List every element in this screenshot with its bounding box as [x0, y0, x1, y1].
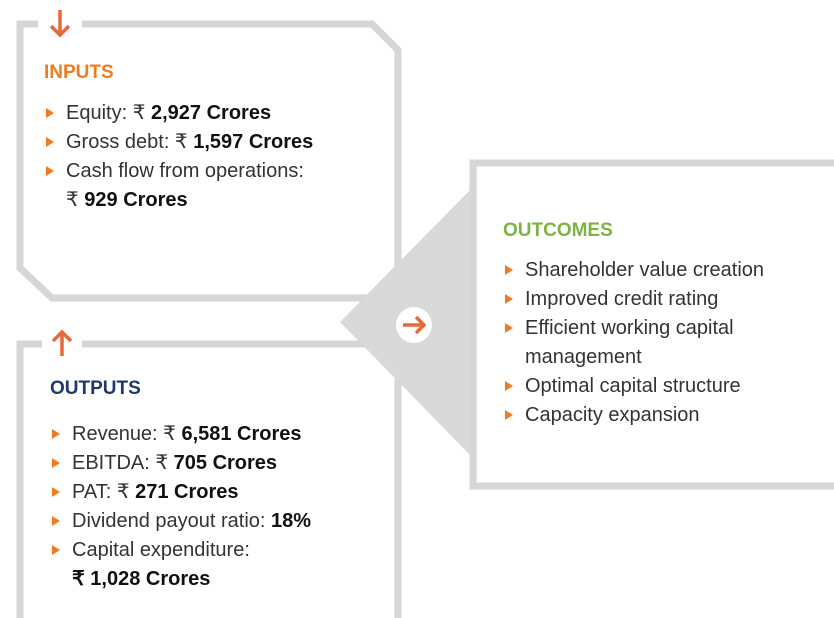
item-text: Cash flow from operations: ₹	[66, 160, 304, 211]
list-item: Improved credit rating	[503, 285, 803, 314]
item-text: Gross debt: ₹	[66, 131, 194, 153]
inputs-title: INPUTS	[44, 62, 114, 83]
item-value: 705 Crores	[173, 452, 278, 474]
item-value: 929 Crores	[84, 189, 188, 211]
outcomes-frame	[469, 159, 834, 490]
item-value: 1,597 Crores	[193, 131, 314, 153]
item-text: Revenue: ₹	[72, 423, 182, 445]
list-item: Equity: ₹ 2,927 Crores	[44, 99, 314, 128]
outputs-title: OUTPUTS	[50, 378, 141, 399]
list-item: Capital expenditure: ₹ 1,028 Crores	[50, 536, 360, 594]
outcomes-list: Shareholder value creation Improved credi…	[503, 256, 803, 430]
list-item: PAT: ₹ 271 Crores	[50, 478, 360, 507]
item-value: 6,581 Crores	[181, 423, 302, 445]
list-item: Dividend payout ratio: 18%	[50, 507, 360, 536]
arrow-down	[49, 10, 71, 38]
list-item: Efficient working capital management	[503, 314, 803, 372]
item-text: Equity: ₹	[66, 102, 151, 124]
arrow-right	[403, 315, 427, 335]
inputs-list: Equity: ₹ 2,927 Crores Gross debt: ₹ 1,59…	[44, 99, 314, 215]
list-item: Gross debt: ₹ 1,597 Crores	[44, 128, 314, 157]
item-value: 271 Crores	[135, 481, 239, 503]
item-text: EBITDA: ₹	[72, 452, 174, 474]
outputs-frame-left	[16, 340, 42, 618]
list-item: Cash flow from operations: ₹ 929 Crores	[44, 157, 314, 215]
item-text: Dividend payout ratio:	[72, 510, 272, 532]
item-value: 2,927 Crores	[150, 102, 272, 124]
item-value: ₹ 1,028 Crores	[72, 568, 211, 590]
item-text: PAT: ₹	[72, 481, 136, 503]
list-item: Optimal capital structure	[503, 372, 803, 401]
item-value: 18%	[271, 510, 312, 532]
outcomes-title: OUTCOMES	[503, 220, 613, 241]
list-item: Shareholder value creation	[503, 256, 803, 285]
inputs-frame	[16, 20, 402, 302]
list-item: Revenue: ₹ 6,581 Crores	[50, 420, 360, 449]
list-item: EBITDA: ₹ 705 Crores	[50, 449, 360, 478]
item-text: Capital expenditure:	[72, 539, 250, 561]
list-item: Capacity expansion	[503, 401, 803, 430]
arrow-up	[51, 329, 73, 356]
outputs-list: Revenue: ₹ 6,581 Crores EBITDA: ₹ 705 Cro…	[50, 420, 360, 594]
